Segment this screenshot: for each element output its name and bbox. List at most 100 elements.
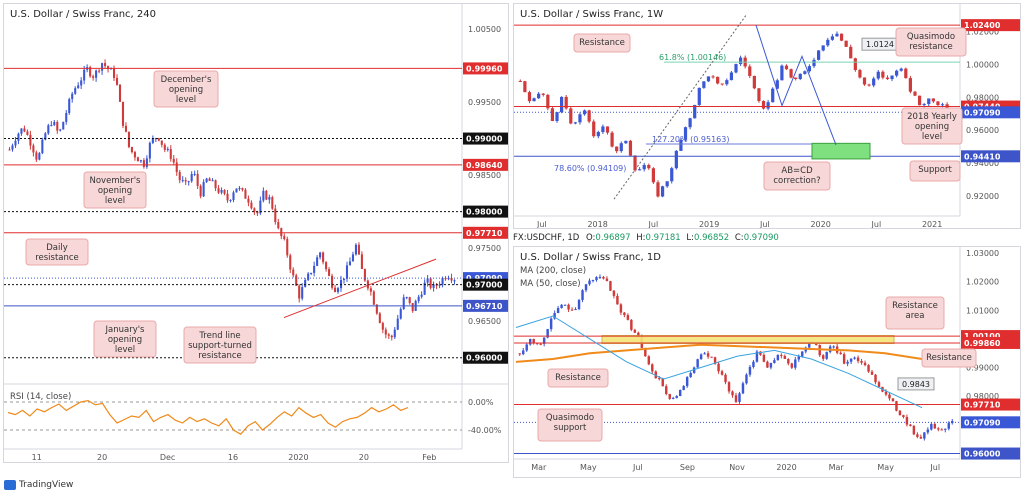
- candle-body: [867, 84, 871, 86]
- candle-body: [710, 356, 713, 358]
- resistance-area-zone: [601, 335, 895, 345]
- candle-body: [396, 318, 399, 330]
- candle-body: [118, 84, 122, 102]
- candle-body: [453, 280, 456, 282]
- candle-body: [59, 129, 62, 131]
- candle-body: [525, 344, 528, 351]
- rsi-line: [7, 399, 409, 435]
- level-price-label: 0.97000: [466, 281, 503, 290]
- candle-body: [387, 334, 390, 336]
- daily-chart[interactable]: 1.03000 1.02000 1.01000 0.99000 0.98000 Mar Ma…: [514, 247, 1021, 478]
- level-price-label: 0.99960: [466, 64, 503, 73]
- candle-body: [637, 332, 640, 337]
- x-tick-label: Nov: [729, 463, 745, 472]
- candle-body: [154, 138, 157, 140]
- h4-chart-panel[interactable]: 1.00500 0.99500 0.98500 0.97500 0.96500 11 20 D…: [3, 3, 509, 463]
- candle-body: [849, 46, 853, 59]
- candle-body: [797, 356, 801, 360]
- candle-body: [181, 180, 184, 182]
- trend-line-dotted: [613, 14, 747, 200]
- candle-body: [817, 50, 821, 60]
- daily-chart-panel[interactable]: 1.03000 1.02000 1.01000 0.99000 0.98000 Mar Ma…: [513, 246, 1021, 478]
- candle-body: [226, 193, 229, 201]
- h4-chart[interactable]: 1.00500 0.99500 0.98500 0.97500 0.96500 11 20 D…: [4, 4, 509, 463]
- weekly-chart-panel[interactable]: 1.02000 1.00000 0.98000 0.96000 0.94000 0.920…: [513, 3, 1021, 229]
- candle-body: [256, 211, 259, 214]
- candle-body: [612, 290, 616, 296]
- candle-body: [696, 359, 699, 368]
- candle-body: [527, 92, 532, 102]
- candle-body: [902, 415, 905, 418]
- candle-body: [522, 350, 525, 355]
- annotation-yearly-open-label: opening: [915, 122, 949, 132]
- candle-body: [725, 80, 729, 85]
- candle-body: [895, 70, 899, 76]
- candle-body: [940, 104, 945, 106]
- candle-body: [895, 401, 898, 411]
- level-price-box: [961, 398, 1020, 411]
- candle-body: [670, 168, 674, 182]
- candle-body: [609, 281, 612, 291]
- candle-body: [757, 88, 761, 101]
- candle-body: [623, 312, 626, 316]
- x-tick-label: Mar: [829, 463, 845, 472]
- annotation-support-box: [909, 160, 961, 182]
- candle-body: [235, 188, 238, 193]
- annotation-support-label: Support: [918, 165, 952, 175]
- level-price-label: 0.98640: [466, 161, 503, 170]
- level-price-box: [463, 278, 508, 291]
- candle-body: [208, 178, 211, 181]
- rsi-title: RSI (14, close): [10, 392, 72, 402]
- tradingview-brand[interactable]: TradingView: [4, 480, 73, 490]
- candle-body: [661, 378, 664, 387]
- candle-body: [685, 377, 689, 387]
- level-price-label: 0.97090: [964, 418, 1001, 427]
- candle-body: [598, 276, 602, 278]
- candle-body: [674, 150, 678, 169]
- candle-body: [417, 296, 420, 301]
- candle-body: [668, 393, 671, 399]
- candle-body: [752, 75, 756, 89]
- candle-body: [274, 208, 277, 223]
- candle-body: [711, 76, 715, 78]
- candle-body: [633, 329, 637, 333]
- candle-body: [190, 173, 193, 182]
- weekly-chart[interactable]: 1.02000 1.00000 0.98000 0.96000 0.94000 0.920…: [514, 4, 1021, 229]
- fib-label: 127.20% (0.95163): [652, 135, 729, 144]
- candle-body: [688, 118, 692, 128]
- candle-body: [682, 386, 685, 390]
- candle-body: [775, 80, 779, 89]
- candle-body: [223, 189, 226, 194]
- candle-body: [678, 389, 682, 396]
- candle-body: [729, 72, 734, 81]
- candle-body: [665, 386, 668, 394]
- candle-body: [601, 126, 605, 133]
- candle-body: [160, 140, 163, 145]
- rsi-tick-label: -40.00%: [468, 426, 502, 435]
- candle-body: [630, 319, 633, 330]
- annotation-november-label: November's: [90, 176, 142, 186]
- level-price-box: [961, 416, 1020, 429]
- candle-body: [307, 273, 310, 280]
- annotation-trendline-label: Trend line: [198, 331, 240, 341]
- candle-body: [325, 262, 328, 270]
- annotation-trendline-box: [183, 326, 257, 364]
- candle-body: [787, 358, 790, 364]
- candle-body: [727, 382, 731, 392]
- candle-body: [68, 99, 71, 113]
- candle-body: [74, 88, 77, 94]
- candle-body: [856, 357, 860, 362]
- candle-body: [846, 361, 849, 364]
- candle-body: [175, 162, 178, 173]
- candle-body: [919, 436, 923, 439]
- annotation-january-label: level: [115, 345, 135, 355]
- fib-label: 61.8% (1.00146): [659, 53, 726, 62]
- level-price-box: [961, 336, 1020, 349]
- annotation-daily-resistance-box: [25, 238, 89, 266]
- candle-body: [426, 278, 429, 283]
- candle-body: [849, 358, 853, 362]
- ohlc-h: 0.97181: [645, 233, 681, 243]
- candle-body: [619, 304, 623, 313]
- annotation-trendline-label: support-turned: [188, 341, 252, 351]
- candle-body: [354, 244, 357, 255]
